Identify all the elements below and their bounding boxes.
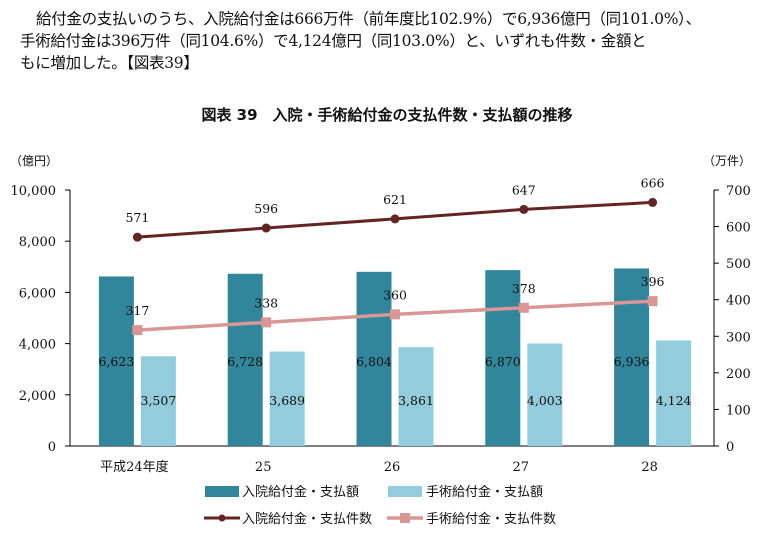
bar-inpatient-amount <box>98 276 134 446</box>
left-axis-unit: （億円） <box>10 154 58 168</box>
right-tick-label: 700 <box>726 184 751 199</box>
bar-data-label: 6,728 <box>227 354 263 369</box>
x-tick-label: 25 <box>255 460 272 475</box>
bar-surgery-amount <box>527 343 563 446</box>
line-data-label: 647 <box>512 182 536 197</box>
line-data-label: 571 <box>125 210 149 225</box>
legend-label: 入院給付金・支払額 <box>242 484 359 500</box>
x-tick-label: 27 <box>513 460 530 475</box>
x-tick-label: 平成24年度 <box>100 459 169 475</box>
x-tick-label: 28 <box>641 460 658 475</box>
line-data-label: 666 <box>641 175 665 190</box>
bar-data-label: 6,804 <box>356 354 392 369</box>
line-data-label: 360 <box>383 287 407 302</box>
bar-data-label: 4,003 <box>527 393 563 408</box>
x-tick-label: 26 <box>384 460 401 475</box>
marker-square <box>261 317 272 328</box>
paragraph-line-1: 給付金の支払いのうち、入院給付金は666万件（前年度比102.9%）で6,936… <box>36 10 701 28</box>
bar-inpatient-amount <box>485 270 521 446</box>
bar-surgery-amount <box>398 347 434 446</box>
left-tick-label: 8,000 <box>19 235 56 250</box>
right-tick-label: 300 <box>726 330 751 345</box>
right-axis-unit: （万件） <box>703 154 751 168</box>
marker-square <box>647 296 658 307</box>
legend-label: 入院給付金・支払件数 <box>242 511 372 527</box>
bar-surgery-amount <box>656 340 692 446</box>
bar-data-label: 6,936 <box>614 354 650 369</box>
bar-data-label: 4,124 <box>656 393 692 408</box>
marker-circle <box>390 214 400 224</box>
bar-data-label: 3,507 <box>141 393 177 408</box>
bar-surgery-amount <box>140 356 176 446</box>
right-tick-label: 0 <box>726 440 734 455</box>
left-tick-label: 4,000 <box>19 338 56 353</box>
line-data-label: 317 <box>125 303 149 318</box>
legend-marker-circle <box>218 514 226 522</box>
marker-square <box>390 309 400 320</box>
line-data-label: 338 <box>254 295 278 310</box>
bar-data-label: 3,689 <box>269 393 305 408</box>
marker-circle <box>648 197 658 207</box>
left-tick-label: 0 <box>48 440 56 455</box>
bar-inpatient-amount <box>356 271 392 446</box>
right-tick-label: 500 <box>726 257 751 272</box>
line-data-label: 396 <box>641 274 665 289</box>
right-tick-label: 200 <box>726 367 751 382</box>
right-tick-label: 400 <box>726 294 751 309</box>
line-data-label: 378 <box>512 281 536 296</box>
left-tick-label: 6,000 <box>19 286 56 301</box>
chart-title: 図表 39 入院・手術給付金の支払件数・支払額の推移 <box>201 106 573 124</box>
bar-data-label: 3,861 <box>398 393 434 408</box>
bar-data-label: 6,870 <box>485 354 521 369</box>
bar-surgery-amount <box>269 351 305 446</box>
legend-marker-square <box>400 513 410 523</box>
legend-swatch-inpatient-amount <box>205 486 239 497</box>
paragraph-line-3: もに増加した。【図表39】 <box>20 54 199 72</box>
legend-label: 手術給付金・支払件数 <box>426 511 556 527</box>
right-tick-label: 100 <box>726 403 751 418</box>
bar-inpatient-amount <box>614 268 650 446</box>
marker-circle <box>132 232 142 242</box>
right-tick-label: 600 <box>726 221 751 236</box>
line-data-label: 621 <box>383 192 407 207</box>
legend-swatch-surgery-amount <box>388 486 422 497</box>
line-data-label: 596 <box>254 201 278 216</box>
left-tick-label: 10,000 <box>11 184 57 199</box>
marker-square <box>132 325 143 336</box>
paragraph-line-2: 手術給付金は396万件（同104.6%）で4,124億円（同103.0%）と、い… <box>20 32 647 50</box>
left-tick-label: 2,000 <box>19 389 56 404</box>
legend-label: 手術給付金・支払額 <box>426 484 543 500</box>
marker-circle <box>519 204 529 214</box>
description-paragraph: 給付金の支払いのうち、入院給付金は666万件（前年度比102.9%）で6,936… <box>20 8 770 74</box>
marker-square <box>518 302 529 313</box>
bar-data-label: 6,623 <box>99 354 135 369</box>
marker-circle <box>261 223 271 233</box>
bar-inpatient-amount <box>227 273 263 446</box>
